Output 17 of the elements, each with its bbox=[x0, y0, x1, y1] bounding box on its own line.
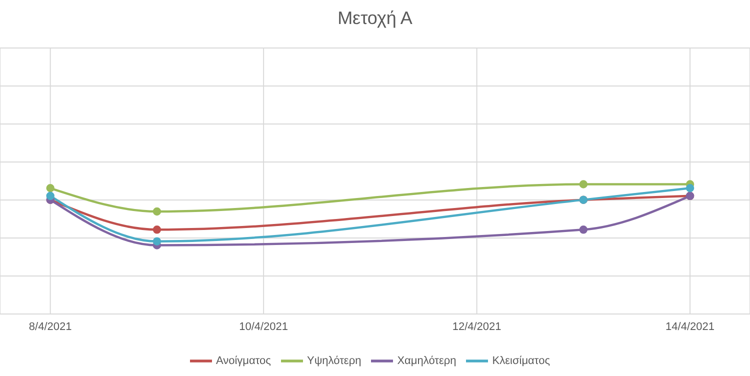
point bbox=[579, 180, 588, 188]
chart-title: Μετοχή Α bbox=[336, 8, 414, 29]
point bbox=[152, 207, 162, 216]
point bbox=[579, 226, 588, 234]
legend-label: Ανοίγματος bbox=[216, 354, 271, 367]
point bbox=[152, 237, 162, 246]
point bbox=[46, 192, 54, 200]
legend-label: Υψηλότερη bbox=[306, 354, 362, 367]
x-tick-label: 8/4/2021 bbox=[28, 320, 72, 333]
x-tick-label: 14/4/2021 bbox=[666, 320, 714, 333]
point bbox=[46, 184, 54, 192]
x-tick-label: 10/4/2021 bbox=[239, 320, 288, 333]
legend-label: Κλεισίματος bbox=[492, 354, 550, 367]
x-tick-label: 12/4/2021 bbox=[452, 320, 502, 333]
point bbox=[686, 184, 694, 192]
legend-label: Χαμηλότερη bbox=[397, 354, 456, 367]
point bbox=[152, 226, 162, 234]
